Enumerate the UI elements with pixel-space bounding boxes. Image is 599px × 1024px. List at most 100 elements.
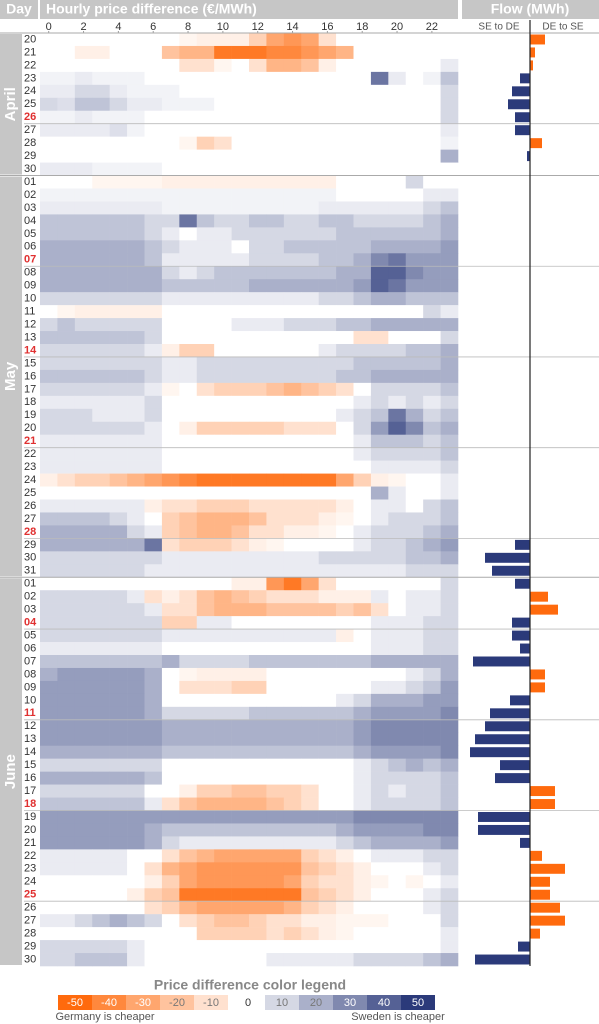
heat-cell — [301, 473, 319, 487]
heat-cell — [266, 797, 285, 811]
heat-cell — [127, 953, 145, 967]
heat-cell — [74, 680, 93, 695]
heat-cell — [231, 460, 250, 474]
heat-cell — [440, 577, 459, 591]
heat-cell — [231, 175, 250, 189]
heat-cell — [57, 188, 76, 202]
heat-cell — [388, 227, 407, 241]
heat-cell — [301, 823, 319, 837]
heat-cell — [353, 758, 372, 772]
heat-cell — [231, 240, 250, 254]
heat-cell — [196, 901, 215, 915]
heat-cell — [283, 667, 302, 682]
heat-cell — [92, 577, 110, 591]
heat-cell — [423, 499, 441, 513]
heat-cell — [440, 538, 459, 552]
heat-cell — [161, 603, 180, 617]
heat-cell — [40, 745, 58, 759]
heat-cell — [92, 45, 110, 60]
heat-cell — [353, 603, 372, 617]
heat-cell — [336, 188, 354, 202]
day-label: 26 — [24, 500, 36, 512]
heat-cell — [301, 590, 319, 604]
heat-cell — [318, 603, 337, 617]
heat-cell — [109, 292, 128, 306]
heat-cell — [92, 486, 110, 500]
heat-cell — [249, 693, 267, 708]
heat-cell — [144, 771, 163, 785]
heat-cell — [336, 875, 354, 889]
heat-cell — [336, 421, 354, 436]
flow-bar — [475, 954, 530, 965]
heat-cell — [405, 136, 424, 150]
heat-cell — [249, 162, 267, 176]
heat-cell — [214, 45, 232, 60]
heat-cell — [231, 45, 250, 60]
heat-cell — [405, 356, 424, 371]
heat-cell — [231, 71, 250, 86]
heat-cell — [40, 719, 58, 734]
day-label: 25 — [24, 98, 36, 110]
heat-cell — [440, 58, 459, 73]
heat-cell — [231, 732, 250, 747]
day-label: 13 — [24, 733, 36, 745]
heat-cell — [370, 823, 389, 837]
heat-cell — [57, 240, 76, 254]
heat-cell — [301, 201, 319, 215]
heat-cell — [353, 771, 372, 785]
heat-cell — [266, 499, 285, 513]
heat-cell — [196, 486, 215, 500]
heat-cell — [283, 279, 302, 293]
heat-cell — [127, 201, 145, 215]
heat-cell — [423, 123, 441, 137]
heat-cell — [127, 110, 145, 125]
heat-cell — [144, 629, 163, 643]
heat-cell — [423, 758, 441, 772]
heat-cell — [127, 836, 145, 850]
heat-cell — [40, 616, 58, 630]
heat-cell — [336, 123, 354, 137]
heat-cell — [127, 564, 145, 578]
heat-cell — [336, 629, 354, 643]
heat-cell — [249, 447, 267, 461]
heat-cell — [301, 797, 319, 811]
heat-cell — [57, 564, 76, 578]
heat-cell — [249, 227, 267, 241]
heat-cell — [336, 227, 354, 241]
heat-cell — [40, 318, 58, 332]
day-label: 23 — [24, 461, 36, 473]
heat-cell — [249, 577, 267, 591]
heat-cell — [388, 862, 407, 876]
heat-cell — [179, 305, 198, 319]
heat-cell — [179, 577, 198, 591]
heat-cell — [283, 382, 302, 397]
heat-cell — [179, 71, 198, 86]
heat-cell — [266, 551, 285, 565]
heat-cell — [283, 356, 302, 371]
heat-cell — [336, 836, 354, 850]
heat-cell — [423, 214, 441, 228]
day-label: 21 — [24, 46, 36, 58]
heat-cell — [231, 551, 250, 565]
heat-cell — [92, 719, 110, 734]
heat-cell — [144, 719, 163, 734]
day-label: 10 — [24, 694, 36, 706]
heat-cell — [336, 58, 354, 73]
heat-cell — [423, 162, 441, 176]
flow-bar — [530, 669, 545, 680]
heat-cell — [440, 719, 459, 734]
heat-cell — [109, 836, 128, 850]
heat-cell — [318, 188, 337, 202]
heat-cell — [423, 823, 441, 837]
heat-cell — [161, 58, 180, 73]
heat-cell — [179, 421, 198, 436]
heat-cell — [196, 616, 215, 630]
heat-cell — [214, 551, 232, 565]
heat-cell — [127, 71, 145, 86]
heat-cell — [214, 395, 232, 410]
heat-cell — [196, 719, 215, 734]
heat-cell — [214, 356, 232, 371]
heat-cell — [109, 655, 128, 669]
heat-cell — [301, 45, 319, 60]
heat-cell — [370, 240, 389, 254]
